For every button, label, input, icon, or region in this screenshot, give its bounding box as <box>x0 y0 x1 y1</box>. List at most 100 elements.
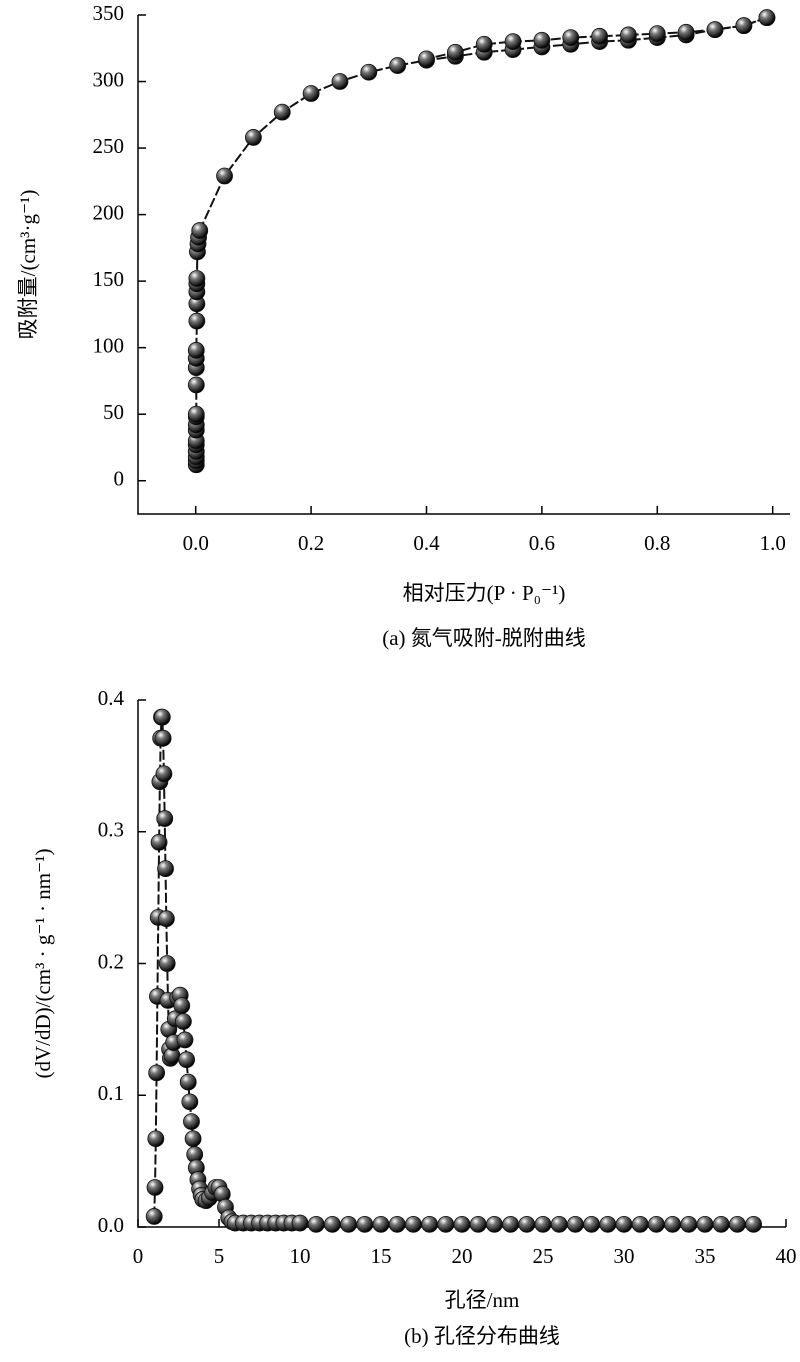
data-point <box>648 25 666 43</box>
data-point <box>404 1215 422 1233</box>
data-point <box>291 1214 309 1232</box>
data-point <box>729 1215 746 1233</box>
data-point <box>591 27 608 45</box>
x-tick-label: 1.0 <box>760 531 786 555</box>
y-tick-label: 0 <box>114 467 125 491</box>
data-point <box>631 1215 649 1233</box>
y-tick-label: 150 <box>93 267 125 291</box>
axis-line <box>137 700 786 1228</box>
data-point <box>418 50 435 68</box>
data-point <box>712 1215 730 1233</box>
data-point <box>567 1215 584 1233</box>
data-point <box>148 1064 166 1082</box>
axis-line <box>137 15 790 515</box>
data-point <box>147 1130 165 1148</box>
data-point <box>340 1215 358 1233</box>
y-tick-label: 50 <box>103 400 124 424</box>
x-tick-label: 0.0 <box>183 531 209 555</box>
x-tick-label: 5 <box>214 1244 225 1268</box>
data-point <box>244 129 262 146</box>
data-point <box>389 57 407 74</box>
data-point <box>187 376 205 394</box>
data-point <box>188 270 206 287</box>
x-tick-label: 30 <box>614 1244 635 1268</box>
data-point <box>388 1215 406 1233</box>
data-point <box>146 1179 164 1196</box>
data-point <box>696 1215 714 1233</box>
data-point <box>155 765 173 783</box>
data-point <box>599 1215 617 1233</box>
data-point <box>356 1215 374 1233</box>
data-point <box>706 21 724 39</box>
data-point <box>273 103 291 121</box>
data-point <box>173 997 191 1015</box>
series-line <box>195 16 768 465</box>
data-point <box>680 1215 698 1233</box>
data-point <box>183 1113 200 1130</box>
data-point <box>562 29 580 47</box>
data-point <box>485 1215 503 1233</box>
data-point <box>421 1215 439 1233</box>
data-point <box>533 31 551 49</box>
y-tick-label: 0.4 <box>98 686 125 710</box>
data-point <box>174 1013 192 1030</box>
data-point <box>620 26 637 44</box>
data-point <box>153 708 171 726</box>
data-point <box>664 1215 681 1233</box>
data-point <box>550 1215 568 1233</box>
data-point <box>178 1051 196 1069</box>
y-tick-label: 100 <box>93 333 125 357</box>
data-point <box>145 1208 163 1225</box>
y-axis-label: 吸附量/(cm³·g⁻¹) <box>16 190 40 340</box>
y-tick-label: 0.0 <box>98 1213 124 1237</box>
data-point <box>302 85 320 102</box>
data-point <box>677 23 695 41</box>
data-point <box>534 1215 552 1233</box>
x-tick-label: 20 <box>452 1244 473 1268</box>
data-point <box>518 1215 536 1233</box>
data-point <box>176 1031 194 1049</box>
x-tick-label: 0.8 <box>644 531 670 555</box>
data-point <box>157 910 175 928</box>
data-point <box>156 810 174 827</box>
x-tick-label: 10 <box>290 1244 311 1268</box>
data-point <box>179 1073 197 1091</box>
y-tick-label: 350 <box>93 1 125 25</box>
data-point <box>331 73 349 90</box>
data-point <box>181 1093 199 1111</box>
data-point <box>184 1130 202 1148</box>
data-point <box>475 35 493 53</box>
y-tick-label: 300 <box>93 67 125 91</box>
x-tick-label: 35 <box>695 1244 716 1268</box>
data-point <box>187 341 205 359</box>
caption: (b) 孔径分布曲线 <box>404 1324 560 1348</box>
y-tick-label: 200 <box>93 200 125 224</box>
data-point <box>150 833 168 851</box>
data-point <box>154 729 172 747</box>
data-point <box>504 33 522 51</box>
data-point <box>437 1215 455 1233</box>
data-point <box>446 43 464 61</box>
x-tick-label: 0 <box>133 1244 144 1268</box>
data-point <box>583 1215 600 1233</box>
x-tick-label: 0.2 <box>298 531 324 555</box>
series-line <box>153 716 754 1226</box>
data-point <box>191 222 209 239</box>
y-tick-label: 0.2 <box>98 949 124 973</box>
data-point <box>158 955 176 972</box>
x-tick-label: 25 <box>533 1244 554 1268</box>
y-tick-label: 0.1 <box>98 1081 124 1105</box>
data-point <box>216 167 233 185</box>
data-point <box>615 1215 633 1233</box>
data-point <box>758 9 776 27</box>
data-point <box>745 1215 762 1233</box>
x-tick-label: 15 <box>371 1244 392 1268</box>
y-tick-label: 0.3 <box>98 818 124 842</box>
x-tick-label: 0.4 <box>413 531 440 555</box>
x-axis-label: 孔径/nm <box>445 1288 520 1312</box>
data-point <box>735 17 753 35</box>
x-tick-label: 40 <box>776 1244 797 1268</box>
data-point <box>372 1215 390 1233</box>
data-point <box>453 1215 471 1233</box>
